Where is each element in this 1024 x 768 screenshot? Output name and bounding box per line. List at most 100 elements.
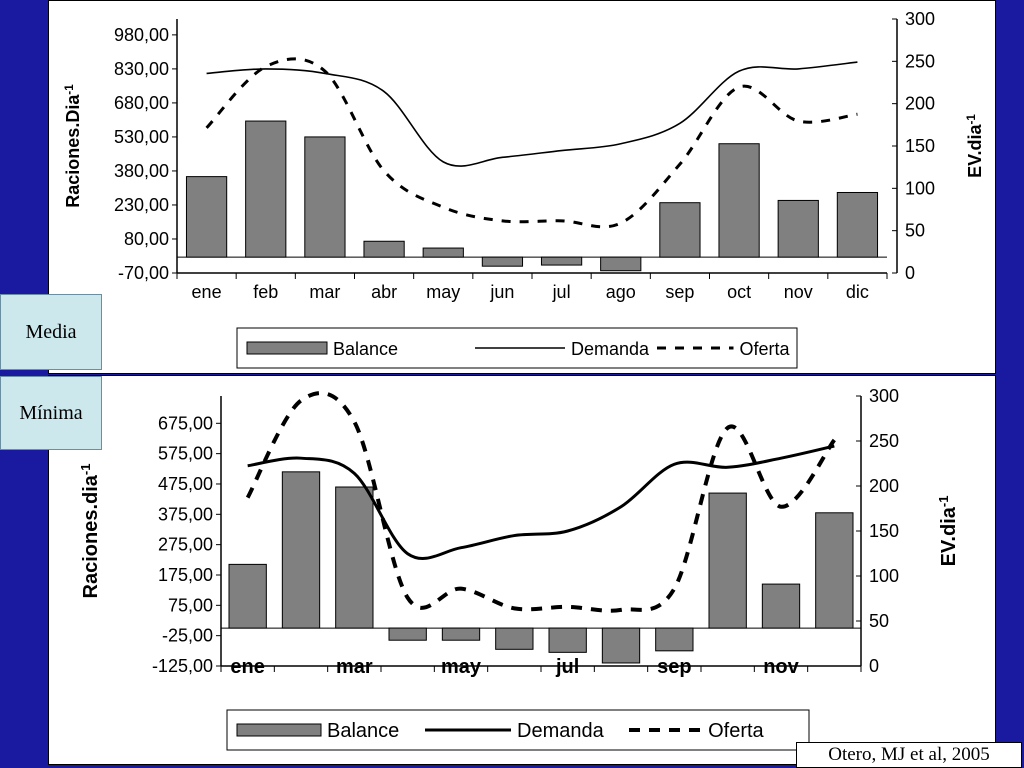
y2-tick-label: 150 [905, 136, 935, 156]
y-tick-label: 530,00 [114, 127, 169, 147]
x-tick-label: ene [192, 282, 222, 302]
bar-balance [281, 471, 321, 629]
bar-balance [761, 583, 801, 629]
y2-axis-label-sup: -1 [936, 496, 951, 508]
legend-swatch-balance [246, 341, 328, 355]
y-tick-label: 230,00 [114, 195, 169, 215]
legend-label-oferta: Oferta [708, 720, 764, 742]
y-axis-label-sup: -1 [78, 464, 93, 476]
source-credit: Otero, MJ et al, 2005 [796, 742, 1022, 768]
y2-axis-label-text: EV.dia [965, 124, 985, 178]
bar-balance [708, 492, 747, 629]
bar-balance [548, 627, 587, 653]
x-tick-label: jun [489, 282, 514, 302]
bar-balance [363, 240, 405, 258]
y-axis-label: Raciones.dia-1 [78, 464, 103, 599]
bar-balance [441, 627, 481, 641]
legend-label-oferta: Oferta [740, 339, 791, 359]
y2-tick-label: 0 [905, 263, 915, 283]
bar-balance [388, 627, 427, 641]
y2-tick-label: 100 [905, 178, 935, 198]
legend-label-demanda: Demanda [517, 720, 605, 742]
y-axis-label-text: Raciones.Dia [63, 94, 83, 208]
bar-balance [600, 256, 642, 272]
x-tick-label: feb [253, 282, 278, 302]
bar-balance [245, 120, 287, 258]
bar-balance [655, 627, 694, 652]
x-tick-label: jul [552, 282, 571, 302]
y-tick-label: -125,00 [152, 656, 213, 676]
bar-balance [659, 202, 701, 258]
y2-tick-label: 200 [905, 94, 935, 114]
bar-balance [836, 191, 879, 258]
x-tick-label: abr [371, 282, 397, 302]
chart-panel-minima: -125,00 -25,00 75,00 175,00 275,00 375,00 475,… [48, 375, 996, 765]
legend-label-balance: Balance [333, 339, 398, 359]
line-demanda [206, 61, 858, 167]
legend-label-balance: Balance [327, 720, 399, 742]
x-tick-label: dic [846, 282, 869, 302]
bar-balance [335, 486, 374, 629]
x-tick-label: mar [336, 656, 373, 678]
chart-panel-media: -70,00 80,00 230,00 380,00 530,00 680,00 830,0… [48, 0, 996, 374]
x-tick-label: nov [763, 656, 799, 678]
x-tick-label: oct [727, 282, 751, 302]
y-tick-label: 475,00 [158, 474, 213, 494]
x-tick-label: sep [657, 656, 691, 678]
y-tick-label: 275,00 [158, 535, 213, 555]
y2-tick-label: 150 [869, 521, 899, 541]
y2-axis-label: EV.dia-1 [965, 114, 986, 178]
y-tick-label: 575,00 [158, 444, 213, 464]
y-tick-label: 80,00 [124, 229, 169, 249]
y2-tick-label: 250 [869, 431, 899, 451]
y-tick-label: 175,00 [158, 565, 213, 585]
x-tick-label: ene [230, 656, 264, 678]
y2-tick-label: 300 [905, 9, 935, 29]
chart-minima: -125,00 -25,00 75,00 175,00 275,00 375,00 475,… [78, 386, 961, 751]
x-tick-label: nov [784, 282, 813, 302]
x-tick-label: mar [309, 282, 340, 302]
y-tick-label: 75,00 [168, 595, 213, 615]
y2-tick-label: 300 [869, 386, 899, 406]
bar-balance [228, 563, 267, 629]
label-minima: Mínima [0, 376, 102, 450]
x-tick-label: may [426, 282, 460, 302]
y2-tick-label: 100 [869, 566, 899, 586]
bar-balance [495, 627, 534, 650]
y2-tick-label: 50 [869, 611, 889, 631]
y-tick-label: -70,00 [118, 263, 169, 283]
y2-tick-label: 200 [869, 476, 899, 496]
line-demanda [247, 444, 835, 560]
line-oferta [205, 57, 858, 229]
label-media: Media [0, 294, 102, 370]
x-tick-label: ago [606, 282, 636, 302]
x-tick-label: jul [555, 656, 579, 678]
bar-balance [777, 199, 819, 258]
y-tick-label: 680,00 [114, 93, 169, 113]
legend-swatch-balance [236, 723, 322, 737]
y-tick-label: 375,00 [158, 504, 213, 524]
bar-balance [481, 256, 524, 267]
bar-balance [815, 512, 854, 629]
y-axis-label-text: Raciones.dia [80, 474, 102, 598]
y-axis-label: Raciones.Dia-1 [63, 84, 84, 208]
legend-label-demanda: Demanda [571, 339, 650, 359]
y2-tick-label: 250 [905, 51, 935, 71]
y-tick-label: 980,00 [114, 25, 169, 45]
y2-tick-label: 0 [869, 656, 879, 676]
y2-axis-label-sup: -1 [965, 114, 978, 125]
bar-balance [185, 176, 228, 258]
chart-media: -70,00 80,00 230,00 380,00 530,00 680,00 830,0… [63, 9, 986, 369]
x-tick-label: may [441, 656, 482, 678]
y-axis-label-sup: -1 [63, 84, 76, 95]
y-tick-label: 675,00 [158, 413, 213, 433]
y-tick-label: 380,00 [114, 161, 169, 181]
y2-tick-label: 50 [905, 221, 925, 241]
bar-balance [540, 256, 583, 266]
y2-axis-label-text: EV.dia [938, 506, 960, 566]
x-tick-label: sep [665, 282, 694, 302]
bar-balance [304, 136, 346, 258]
bar-balance [601, 627, 641, 664]
y2-axis-label: EV.dia-1 [936, 496, 961, 567]
bar-balance [718, 143, 760, 258]
